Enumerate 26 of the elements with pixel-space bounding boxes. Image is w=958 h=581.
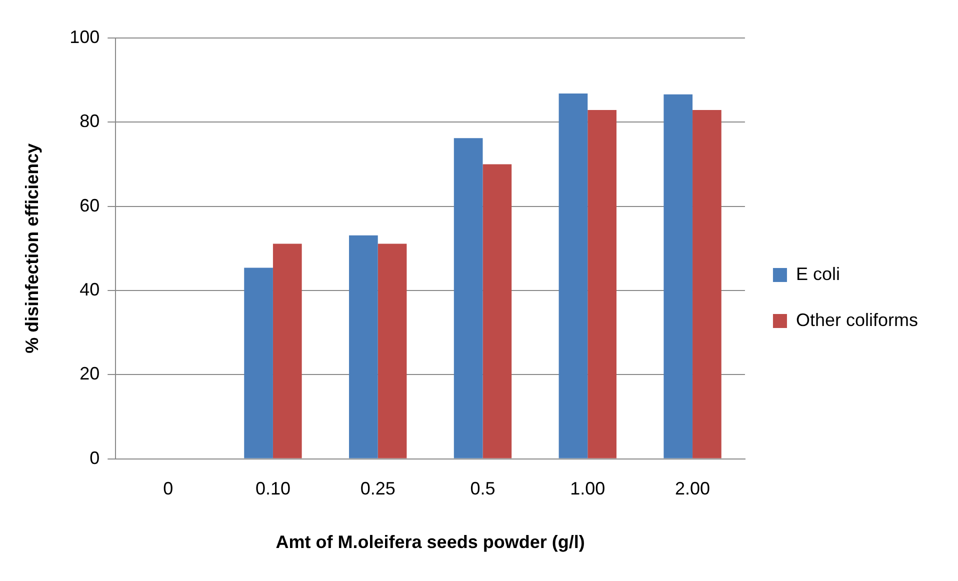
x-tick-label: 0.5 — [470, 478, 496, 499]
y-tick-label: 100 — [70, 26, 100, 47]
bar — [272, 244, 302, 458]
y-tick-label: 40 — [80, 279, 100, 300]
bar — [558, 94, 588, 458]
x-tick-label: 0.25 — [360, 478, 396, 499]
x-axis-title: Amt of M.oleifera seeds powder (g/l) — [276, 532, 585, 552]
bar — [664, 94, 693, 458]
bar — [378, 244, 407, 458]
bar — [588, 110, 616, 458]
y-tick-label: 20 — [80, 364, 100, 384]
bar — [244, 268, 273, 458]
legend-label: E coli — [796, 264, 840, 284]
y-axis-title: % disinfection efficiency — [22, 143, 42, 354]
x-tick-label: 0.10 — [255, 478, 290, 499]
y-tick-label: 0 — [90, 448, 100, 468]
bar — [349, 235, 378, 458]
y-tick-label: 80 — [80, 111, 100, 132]
x-tick-label: 2.00 — [675, 478, 710, 499]
x-tick-label: 0 — [163, 478, 174, 499]
y-tick-label: 60 — [80, 195, 100, 216]
x-tick-label: 1.00 — [570, 478, 606, 499]
bar — [454, 138, 483, 458]
bar — [692, 110, 722, 458]
legend-label: Other coliforms — [796, 310, 918, 330]
bar — [482, 164, 512, 458]
